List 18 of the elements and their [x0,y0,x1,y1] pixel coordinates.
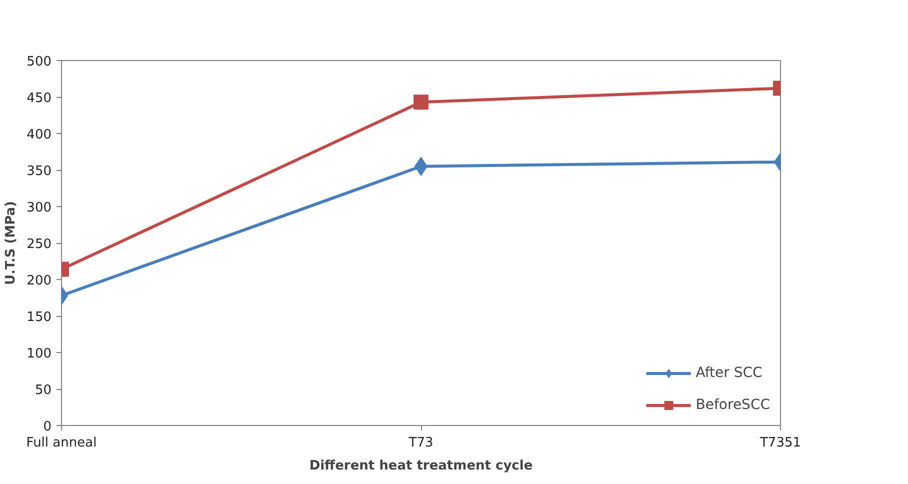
x-axis-title: Different heat treatment cycle [309,458,533,474]
y-tick-label: 450 [26,91,52,106]
y-tick-label: 250 [26,237,52,252]
y-axis-title: U.T.S (MPa) [4,200,19,285]
y-tick-label: 50 [34,383,52,398]
x-tick-label: T7351 [758,436,802,450]
y-tick-label: 200 [26,274,52,288]
x-tick-label: T73 [408,436,434,450]
y-tick-label: 500 [26,54,52,70]
y-tick-label: 300 [26,200,52,216]
y-tick-label: 150 [26,310,52,325]
y-tick-label: 0 [43,420,52,434]
y-tick-label: 350 [26,164,52,179]
legend-label: BeforeSCC [696,397,770,413]
x-tick-label: Full anneal [26,436,97,450]
legend-label: After SCC [696,365,762,381]
y-tick-label: 100 [26,346,52,362]
y-tick-label: 400 [26,128,52,142]
